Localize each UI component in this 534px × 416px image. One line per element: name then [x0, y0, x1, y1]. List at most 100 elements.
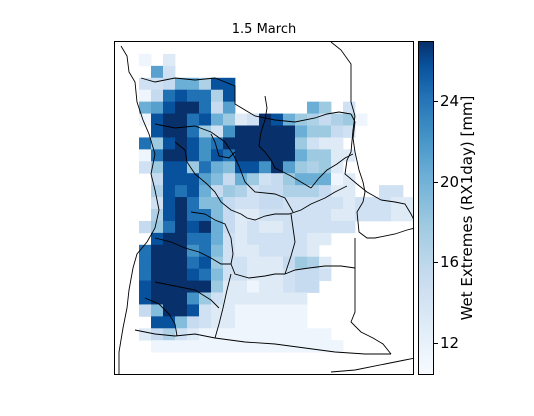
- grid-cell: [187, 268, 200, 281]
- grid-cell: [139, 161, 152, 174]
- grid-cell: [211, 244, 224, 258]
- grid-cell: [295, 125, 308, 138]
- grid-cell: [139, 89, 152, 103]
- grid-cell: [175, 77, 188, 91]
- grid-cell: [259, 137, 272, 150]
- grid-cell: [175, 220, 188, 234]
- grid-cell: [163, 113, 176, 126]
- grid-cell: [319, 185, 332, 198]
- grid-cell: [319, 161, 332, 174]
- province-border: [284, 265, 356, 275]
- grid-cell: [403, 209, 413, 222]
- grid-cell: [223, 328, 236, 341]
- precipitation-grid: [139, 53, 413, 353]
- grid-cell: [295, 220, 308, 234]
- grid-cell: [151, 65, 164, 79]
- grid-cell: [295, 173, 308, 186]
- grid-cell: [235, 137, 248, 150]
- grid-cell: [343, 185, 356, 198]
- grid-cell: [307, 220, 320, 234]
- grid-cell: [199, 328, 212, 341]
- grid-cell: [175, 256, 188, 270]
- grid-cell: [355, 209, 368, 222]
- grid-cell: [355, 197, 368, 210]
- grid-cell: [247, 209, 260, 222]
- grid-cell: [163, 173, 176, 186]
- colorbar-tick-label: 16: [440, 253, 460, 272]
- grid-cell: [163, 101, 176, 114]
- grid-cell: [199, 220, 212, 234]
- grid-cell: [139, 328, 152, 341]
- grid-cell: [319, 209, 332, 222]
- grid-cell: [187, 173, 200, 186]
- grid-cell: [235, 125, 248, 138]
- grid-cell: [331, 137, 344, 150]
- grid-cell: [163, 125, 176, 138]
- grid-cell: [331, 209, 344, 222]
- grid-cell: [235, 268, 248, 281]
- grid-cell: [331, 125, 344, 138]
- grid-cell: [187, 149, 200, 162]
- grid-cell: [271, 137, 284, 150]
- grid-cell: [235, 280, 248, 293]
- kasai-border: [140, 77, 352, 123]
- grid-cell: [259, 209, 272, 222]
- grid-cell: [319, 340, 332, 353]
- grid-cell: [211, 316, 224, 329]
- grid-cell: [307, 185, 320, 198]
- grid-cell: [139, 220, 152, 234]
- grid-cell: [187, 304, 200, 317]
- grid-cell: [223, 209, 236, 222]
- grid-cell: [199, 89, 212, 103]
- grid-cell: [343, 101, 356, 114]
- grid-cell: [199, 137, 212, 150]
- grid-cell: [307, 137, 320, 150]
- grid-cell: [235, 316, 248, 329]
- grid-cell: [223, 173, 236, 186]
- grid-cell: [367, 197, 380, 210]
- grid-cell: [175, 304, 188, 317]
- grid-cell: [319, 113, 332, 126]
- province-border: [144, 297, 178, 337]
- grid-cell: [199, 256, 212, 270]
- grid-cell: [307, 256, 320, 270]
- map-panel: [114, 41, 414, 375]
- grid-cell: [391, 209, 404, 222]
- grid-cell: [283, 161, 296, 174]
- grid-cell: [391, 185, 404, 198]
- grid-cell: [223, 220, 236, 234]
- grid-cell: [307, 280, 320, 293]
- grid-cell: [139, 137, 152, 150]
- grid-cell: [235, 232, 248, 246]
- province-border: [240, 185, 348, 221]
- grid-cell: [163, 268, 176, 281]
- grid-cell: [223, 256, 236, 270]
- colorbar-tick: [434, 342, 438, 344]
- grid-cell: [271, 316, 284, 329]
- grid-cell: [223, 232, 236, 246]
- grid-cell: [307, 340, 320, 353]
- grid-cell: [247, 125, 260, 138]
- grid-cell: [295, 304, 308, 317]
- grid-cell: [163, 197, 176, 210]
- grid-cell: [151, 316, 164, 329]
- grid-cell: [343, 173, 356, 186]
- namibia-border: [134, 329, 391, 355]
- grid-cell: [307, 113, 320, 126]
- grid-cell: [307, 173, 320, 186]
- grid-cell: [187, 256, 200, 270]
- province-border: [210, 133, 236, 159]
- grid-cell: [247, 137, 260, 150]
- grid-cell: [187, 185, 200, 198]
- grid-cell: [247, 304, 260, 317]
- grid-cell: [211, 280, 224, 293]
- grid-cell: [235, 304, 248, 317]
- grid-cell: [343, 209, 356, 222]
- grid-cell: [319, 328, 332, 341]
- grid-cell: [187, 89, 200, 103]
- grid-cell: [295, 197, 308, 210]
- grid-cell: [283, 280, 296, 293]
- grid-cell: [355, 113, 368, 126]
- grid-cell: [199, 185, 212, 198]
- colorbar-tick-label: 12: [440, 333, 460, 352]
